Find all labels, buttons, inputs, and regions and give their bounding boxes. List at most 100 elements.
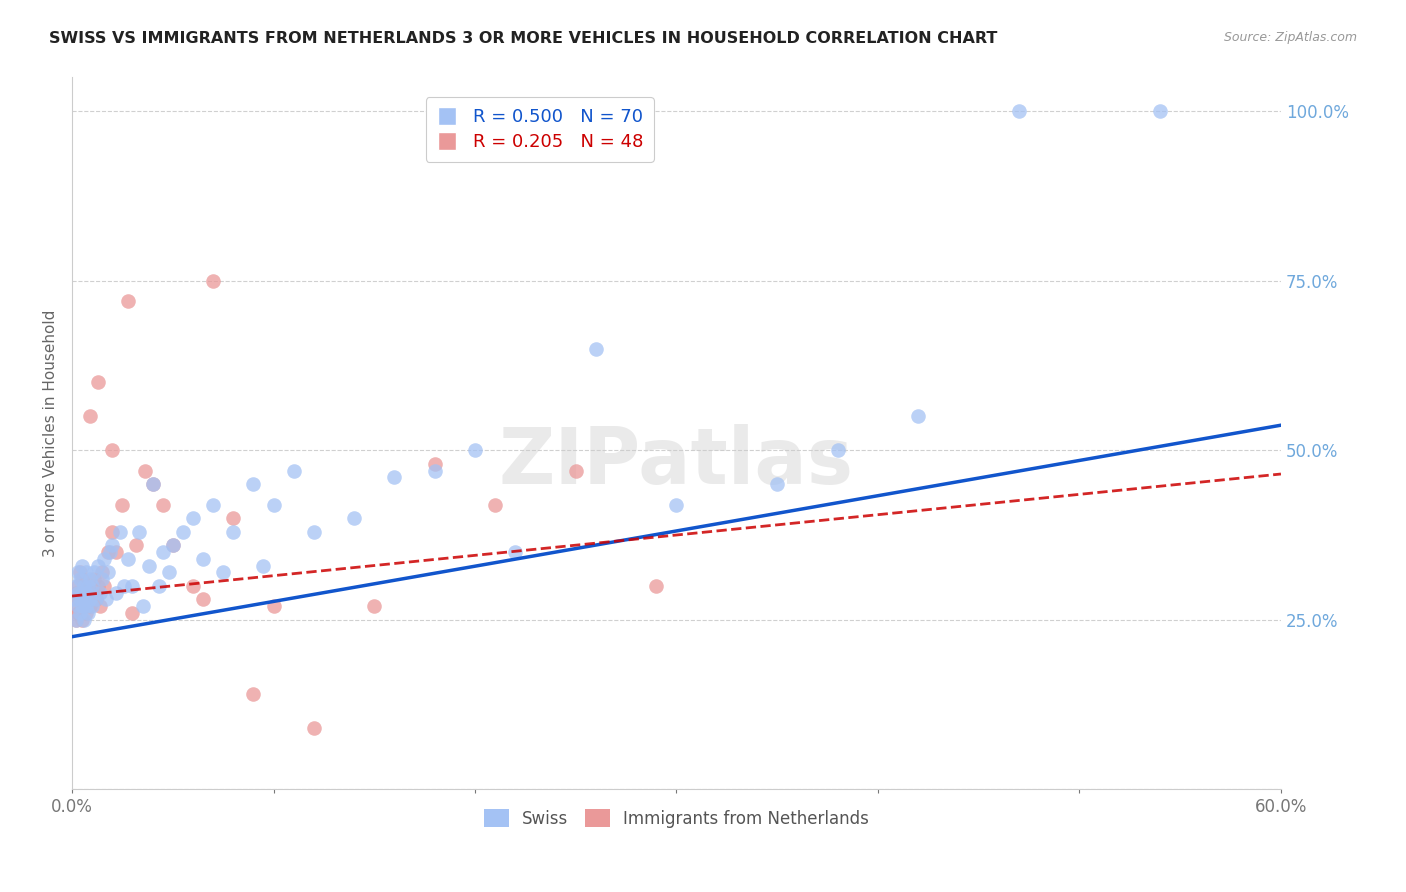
Point	[82, 585, 104, 599]
Point	[191, 551, 214, 566]
Point	[152, 498, 174, 512]
Point	[484, 498, 506, 512]
Point	[67, 606, 90, 620]
Point	[117, 551, 139, 566]
Point	[77, 606, 100, 620]
Point	[138, 558, 160, 573]
Y-axis label: 3 or more Vehicles in Household: 3 or more Vehicles in Household	[44, 310, 58, 557]
Point	[67, 599, 90, 614]
Point	[222, 511, 245, 525]
Point	[69, 592, 91, 607]
Point	[134, 464, 156, 478]
Point	[79, 409, 101, 424]
Point	[766, 477, 789, 491]
Point	[91, 566, 114, 580]
Point	[110, 524, 132, 539]
Point	[121, 579, 143, 593]
Point	[202, 274, 225, 288]
Point	[65, 613, 87, 627]
Point	[75, 585, 97, 599]
Point	[70, 585, 93, 599]
Point	[1149, 104, 1171, 119]
Point	[423, 457, 446, 471]
Point	[665, 498, 688, 512]
Point	[125, 538, 148, 552]
Point	[302, 524, 325, 539]
Point	[142, 477, 165, 491]
Point	[73, 592, 96, 607]
Point	[70, 572, 93, 586]
Point	[564, 464, 586, 478]
Point	[121, 606, 143, 620]
Point	[75, 599, 97, 614]
Point	[87, 376, 110, 390]
Point	[97, 545, 120, 559]
Legend: Swiss, Immigrants from Netherlands: Swiss, Immigrants from Netherlands	[477, 803, 876, 834]
Point	[181, 579, 204, 593]
Point	[142, 477, 165, 491]
Point	[585, 342, 607, 356]
Point	[101, 524, 124, 539]
Point	[70, 599, 93, 614]
Point	[172, 524, 194, 539]
Point	[75, 579, 97, 593]
Point	[65, 579, 87, 593]
Point	[105, 545, 128, 559]
Point	[89, 599, 111, 614]
Point	[83, 566, 105, 580]
Point	[202, 498, 225, 512]
Point	[87, 579, 110, 593]
Point	[93, 579, 115, 593]
Point	[63, 592, 86, 607]
Point	[73, 579, 96, 593]
Point	[70, 558, 93, 573]
Text: Source: ZipAtlas.com: Source: ZipAtlas.com	[1223, 31, 1357, 45]
Point	[69, 566, 91, 580]
Point	[75, 566, 97, 580]
Point	[283, 464, 305, 478]
Point	[79, 599, 101, 614]
Point	[464, 443, 486, 458]
Text: ZIPatlas: ZIPatlas	[499, 424, 853, 500]
Point	[98, 545, 121, 559]
Point	[252, 558, 274, 573]
Point	[67, 579, 90, 593]
Point	[263, 599, 285, 614]
Point	[105, 585, 128, 599]
Point	[423, 464, 446, 478]
Point	[363, 599, 385, 614]
Point	[162, 538, 184, 552]
Point	[101, 538, 124, 552]
Point	[242, 477, 264, 491]
Point	[63, 599, 86, 614]
Point	[82, 599, 104, 614]
Point	[67, 585, 90, 599]
Point	[84, 592, 107, 607]
Point	[112, 579, 135, 593]
Point	[181, 511, 204, 525]
Point	[343, 511, 366, 525]
Text: SWISS VS IMMIGRANTS FROM NETHERLANDS 3 OR MORE VEHICLES IN HOUSEHOLD CORRELATION: SWISS VS IMMIGRANTS FROM NETHERLANDS 3 O…	[49, 31, 998, 46]
Point	[645, 579, 668, 593]
Point	[84, 592, 107, 607]
Point	[212, 566, 235, 580]
Point	[827, 443, 849, 458]
Point	[69, 592, 91, 607]
Point	[222, 524, 245, 539]
Point	[131, 599, 153, 614]
Point	[263, 498, 285, 512]
Point	[73, 585, 96, 599]
Point	[152, 545, 174, 559]
Point	[93, 551, 115, 566]
Point	[77, 592, 100, 607]
Point	[148, 579, 170, 593]
Point	[67, 566, 90, 580]
Point	[73, 613, 96, 627]
Point	[77, 579, 100, 593]
Point	[82, 579, 104, 593]
Point	[69, 572, 91, 586]
Point	[69, 606, 91, 620]
Point	[503, 545, 526, 559]
Point	[79, 592, 101, 607]
Point	[162, 538, 184, 552]
